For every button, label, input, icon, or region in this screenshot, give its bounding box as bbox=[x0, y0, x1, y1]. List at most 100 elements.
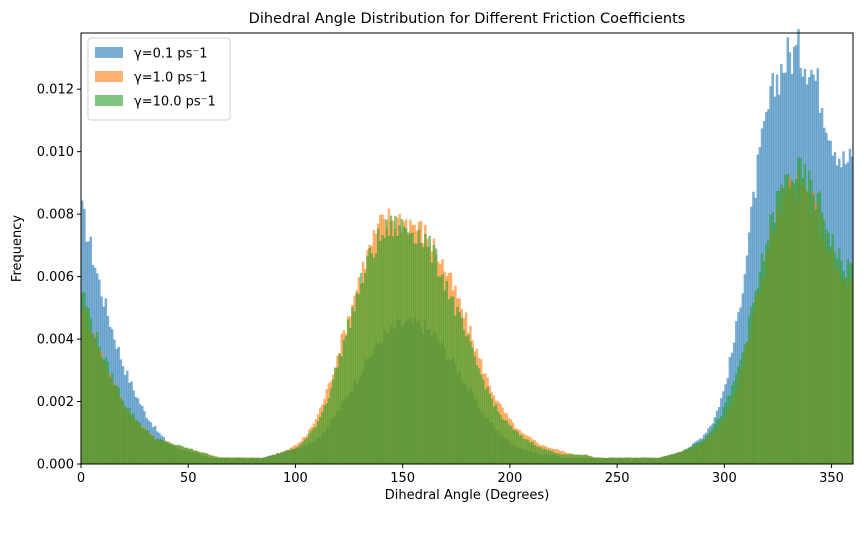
histogram-bar bbox=[295, 447, 298, 464]
x-axis-label: Dihedral Angle (Degrees) bbox=[385, 488, 550, 503]
histogram-bar bbox=[649, 457, 652, 464]
histogram-bar bbox=[799, 157, 802, 464]
x-tick-label: 50 bbox=[180, 471, 197, 486]
histogram-bar bbox=[400, 218, 404, 464]
histogram-bar bbox=[396, 235, 399, 464]
histogram-bar bbox=[490, 398, 494, 464]
histogram-bar bbox=[443, 290, 446, 464]
chart-title: Dihedral Angle Distribution for Differen… bbox=[249, 11, 686, 27]
histogram-bar bbox=[263, 457, 266, 464]
histogram-bar bbox=[524, 439, 528, 464]
histogram-bar bbox=[685, 448, 689, 464]
histogram-bar bbox=[231, 457, 234, 464]
histogram-bar bbox=[383, 237, 386, 464]
histogram-bar bbox=[651, 458, 654, 464]
histogram-bar bbox=[657, 457, 661, 464]
histogram-bar bbox=[837, 248, 841, 464]
histogram-bar bbox=[314, 427, 318, 464]
histogram-bar bbox=[458, 311, 461, 464]
histogram-bar bbox=[145, 429, 148, 464]
histogram-bar bbox=[720, 415, 723, 464]
histogram-bar bbox=[795, 178, 798, 464]
histogram-bar bbox=[346, 319, 350, 464]
histogram-bar bbox=[376, 228, 380, 464]
histogram-bar bbox=[599, 457, 603, 464]
x-axis: 0 50 100 150 200 250 300 350 bbox=[77, 464, 844, 486]
histogram-bar bbox=[572, 454, 575, 464]
histogram-bar bbox=[531, 441, 534, 464]
histogram-bar bbox=[83, 292, 86, 464]
histogram-bar bbox=[546, 450, 549, 464]
histogram-bar bbox=[741, 352, 744, 464]
histogram-bar bbox=[168, 443, 172, 464]
histogram-bar bbox=[138, 423, 142, 464]
histogram-bar bbox=[413, 243, 416, 464]
histogram-bar bbox=[406, 232, 410, 464]
histogram-bar bbox=[370, 253, 373, 464]
histogram-bar bbox=[745, 341, 749, 464]
histogram-bar bbox=[293, 448, 296, 464]
histogram-bar bbox=[391, 236, 395, 464]
histogram-bar bbox=[550, 450, 554, 464]
histogram-bar bbox=[509, 426, 513, 464]
histogram-bar bbox=[619, 457, 622, 464]
histogram-bar bbox=[415, 244, 419, 464]
histogram-bar bbox=[147, 430, 150, 464]
histogram-bar bbox=[162, 440, 165, 464]
histogram-bar bbox=[784, 174, 787, 464]
histogram-bar bbox=[89, 318, 93, 464]
histogram-bar bbox=[344, 336, 348, 464]
histogram-bar bbox=[848, 262, 852, 464]
histogram-bar bbox=[765, 243, 768, 464]
histogram-bar bbox=[503, 420, 506, 464]
histogram-bar bbox=[250, 457, 253, 464]
histogram-bar bbox=[604, 457, 607, 464]
histogram-bar bbox=[357, 294, 361, 464]
histogram-bar bbox=[587, 455, 590, 464]
histogram-bar bbox=[441, 274, 444, 464]
x-tick-label: 200 bbox=[497, 471, 522, 486]
histogram-bar bbox=[454, 315, 457, 464]
histogram-bar bbox=[126, 408, 129, 464]
histogram-bar bbox=[702, 439, 706, 464]
y-tick-label: 0.012 bbox=[37, 83, 74, 98]
histogram-bar bbox=[218, 457, 221, 464]
histogram-bar bbox=[617, 457, 620, 464]
histogram-bar bbox=[501, 419, 504, 464]
histogram-bar bbox=[364, 273, 367, 464]
histogram-bar bbox=[143, 429, 146, 464]
histogram-bar bbox=[280, 452, 283, 464]
histogram-bar bbox=[164, 441, 168, 464]
histogram-bar bbox=[342, 339, 346, 464]
histogram-bar bbox=[722, 407, 725, 464]
x-tick-label: 350 bbox=[819, 471, 844, 486]
histogram-bar bbox=[417, 229, 421, 464]
histogram-bar bbox=[316, 420, 320, 464]
histogram-bar bbox=[436, 276, 440, 464]
histogram-bar bbox=[696, 442, 699, 464]
histogram-bar bbox=[507, 424, 511, 464]
histogram-bar bbox=[265, 456, 268, 464]
plot-frame bbox=[80, 32, 854, 465]
histogram-bar bbox=[687, 447, 691, 464]
histogram-bar bbox=[381, 234, 384, 464]
histogram-bar bbox=[102, 359, 105, 464]
histogram-bar bbox=[473, 356, 476, 464]
histogram-bar bbox=[610, 457, 614, 464]
legend-swatch bbox=[95, 71, 123, 82]
histogram-bar bbox=[134, 420, 138, 464]
legend-label: γ=0.1 ps⁻1 bbox=[134, 47, 208, 62]
histogram-bar bbox=[394, 215, 397, 464]
histogram-bar bbox=[593, 457, 597, 464]
histogram-bar bbox=[640, 457, 644, 464]
histogram-bar bbox=[816, 192, 820, 464]
histogram-bar bbox=[580, 454, 584, 464]
histogram-bar bbox=[190, 448, 193, 464]
histogram-bar bbox=[389, 215, 393, 464]
bars-layer bbox=[81, 29, 854, 465]
histogram-bar bbox=[271, 455, 275, 464]
histogram-bar bbox=[818, 191, 822, 464]
histogram-bar bbox=[216, 457, 219, 464]
histogram-bar bbox=[379, 240, 382, 464]
